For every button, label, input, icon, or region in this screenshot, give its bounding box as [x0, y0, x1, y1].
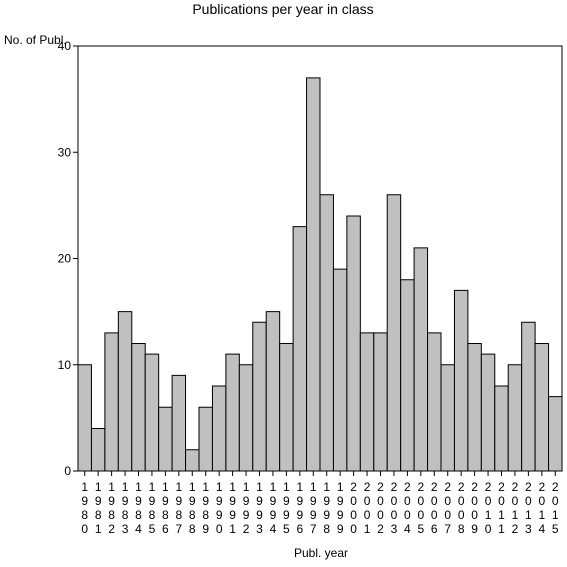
y-tick-label: 40 — [58, 39, 72, 53]
bar-2004 — [400, 279, 415, 472]
bar-1989 — [198, 406, 213, 472]
bar-1990 — [211, 385, 227, 472]
bar-1995 — [279, 343, 294, 472]
y-tick-label: 30 — [58, 145, 72, 159]
bar-2001 — [359, 332, 375, 472]
bar-1992 — [238, 364, 254, 472]
bar-1982 — [104, 332, 119, 472]
bar-2005 — [413, 247, 429, 472]
bar-1983 — [117, 311, 133, 472]
y-tick-label: 20 — [58, 252, 72, 266]
bar-1994 — [265, 311, 281, 472]
bar-2011 — [494, 385, 509, 472]
bar-1999 — [332, 268, 348, 472]
bar-1986 — [158, 406, 173, 472]
bar-2013 — [521, 321, 536, 472]
bar-1997 — [306, 77, 321, 472]
bar-2006 — [427, 332, 442, 472]
x-axis-label: Publ. year — [294, 546, 348, 560]
bar-2010 — [480, 353, 496, 472]
plot-frame — [77, 45, 563, 472]
bar-1993 — [252, 321, 267, 472]
bar-2014 — [534, 343, 550, 472]
bar-2002 — [373, 332, 388, 472]
bar-2015 — [548, 396, 563, 472]
bar-1980 — [77, 364, 92, 472]
y-tick-label: 10 — [58, 358, 72, 372]
y-axis-label: No. of Publ. — [4, 33, 67, 47]
chart-title: Publications per year in class — [192, 1, 373, 17]
bar-1996 — [292, 226, 308, 472]
bar-2000 — [346, 215, 361, 472]
bar-2007 — [440, 364, 455, 472]
bar-1981 — [90, 428, 106, 472]
bar-1988 — [185, 449, 200, 472]
bar-2003 — [386, 194, 402, 472]
bar-1987 — [171, 374, 187, 472]
bar-2008 — [453, 289, 469, 472]
y-tick-label: 0 — [64, 464, 71, 478]
bar-1991 — [225, 353, 240, 472]
bar-1998 — [319, 194, 334, 472]
bar-1985 — [144, 353, 160, 472]
bar-2009 — [467, 343, 482, 472]
y-axis: 0 10 20 30 40 — [58, 39, 78, 478]
bar-2012 — [507, 364, 523, 472]
x-tick-labels: 1 9 8 0 1 9 8 1 1 9 8 2 1 9 8 3 1 9 8 4 1 9 8 5 1 9 8 6 1 9 8 7 1 9 8 8 1 9 8 9… — [81, 471, 559, 536]
bar-1984 — [131, 343, 146, 472]
bars-group — [77, 77, 563, 472]
